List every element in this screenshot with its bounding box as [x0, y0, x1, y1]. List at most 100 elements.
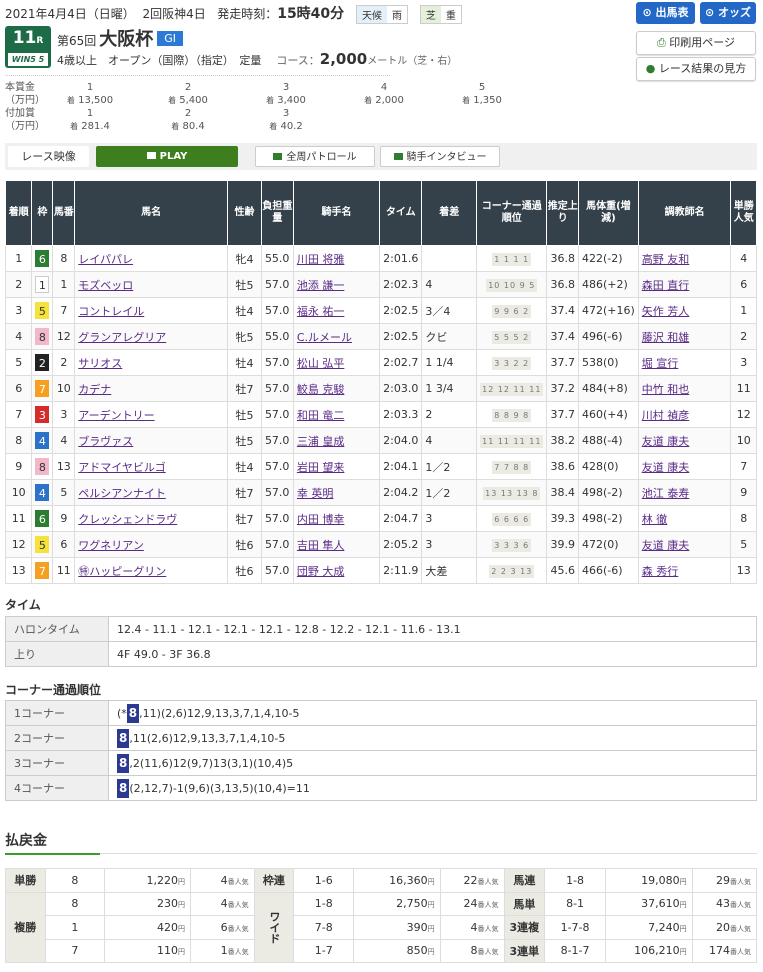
- trainer-link[interactable]: 川村 禎彦: [641, 408, 690, 422]
- corner-section-title: コーナー通過順位: [5, 683, 102, 697]
- payout-amount: 7,240円: [604, 915, 693, 940]
- cell-last3f: 37.4: [546, 323, 579, 350]
- jockey-link[interactable]: C.ルメール: [296, 330, 353, 344]
- cell-body-weight: 460(+4): [577, 401, 639, 428]
- popularity-value: 4: [220, 897, 228, 911]
- payout-popularity: 43番人気: [691, 891, 758, 916]
- corner-positions: 12 12 11 11: [480, 382, 544, 396]
- payout-combo: 1-8: [544, 868, 606, 893]
- print-page-button[interactable]: ⎙ 印刷用ページ: [636, 31, 756, 55]
- jockey-link[interactable]: 団野 大成: [296, 564, 345, 578]
- play-button[interactable]: PLAY: [96, 146, 238, 167]
- corner-row: 3コーナー 8,2(11,6)12(9,7)13(3,1)(10,4)5: [5, 750, 757, 776]
- weather-value: 雨: [392, 11, 402, 22]
- result-row: 5 2 2 サリオス 牡4 57.0 松山 弘平 2:02.7 1 1/4 3 3 2 2 37.7…: [4, 349, 757, 376]
- cell-number: 7: [52, 297, 76, 324]
- horse-link[interactable]: グランアレグリア: [78, 330, 167, 344]
- cell-popularity: 12: [730, 401, 757, 428]
- jockey-link[interactable]: 福永 祐一: [296, 304, 345, 318]
- horse-link[interactable]: レイパパレ: [78, 252, 134, 266]
- jockey-link[interactable]: 川田 将雅: [296, 252, 345, 266]
- corner-row: 1コーナー (* 8,11)(2,6)12,9,13,3,7,1,4,10-5: [5, 700, 757, 726]
- jockey-link[interactable]: 吉田 隼人: [296, 538, 345, 552]
- payout-amount: 19,080円: [604, 868, 693, 893]
- cell-body-weight: 496(-6): [577, 323, 639, 350]
- race-video-bar: レース映像 PLAY 全周パトロール 騎手インタビュー: [5, 143, 757, 170]
- horse-link[interactable]: コントレイル: [78, 304, 145, 318]
- cell-popularity: 6: [730, 271, 757, 298]
- meeting: 2回阪神4日: [142, 7, 206, 21]
- jockey-link[interactable]: 池添 謙一: [296, 278, 345, 292]
- cell-trainer: 矢作 芳人: [637, 297, 732, 324]
- cell-horse: コントレイル: [74, 297, 228, 324]
- payout-popularity: 4番人気: [190, 868, 255, 893]
- cell-body-weight: 472(0): [577, 531, 639, 558]
- trainer-link[interactable]: 藤沢 和雄: [641, 330, 690, 344]
- result-guide-button[interactable]: ● レース結果の見方: [636, 57, 756, 81]
- prize-unit: 着: [168, 96, 177, 105]
- jockey-interview-button[interactable]: 騎手インタビュー: [380, 146, 500, 167]
- trainer-link[interactable]: 池江 泰寿: [641, 486, 690, 500]
- odds-button[interactable]: ⊙ オッズ: [700, 2, 756, 24]
- header-jockey: 騎手名: [292, 180, 381, 246]
- trainer-link[interactable]: 中竹 和也: [641, 382, 690, 396]
- prize-rank: 3: [282, 82, 290, 93]
- trainer-link[interactable]: 堀 宣行: [641, 356, 679, 370]
- prize-rank: 2: [184, 108, 192, 119]
- cell-popularity: 1: [730, 297, 757, 324]
- cell-trainer: 友道 康夫: [637, 453, 732, 480]
- race-conditions: 4歳以上 オープン（国際）（指定） 定量 コース：2,000メートル（芝・右）: [57, 50, 457, 68]
- cell-time: 2:04.2: [379, 479, 423, 506]
- trainer-link[interactable]: 林 徹: [641, 512, 668, 526]
- patrol-video-button[interactable]: 全周パトロール: [255, 146, 375, 167]
- bet-type-label: 3連複: [503, 915, 546, 940]
- cell-time: 2:03.0: [379, 375, 423, 402]
- jockey-link[interactable]: 鮫島 克駿: [296, 382, 345, 396]
- jockey-link[interactable]: 内田 博幸: [296, 512, 345, 526]
- header-time: タイム: [379, 180, 423, 246]
- corner-order: (2,12,7)-1(9,6)(3,13,5)(10,4)=11: [129, 781, 310, 795]
- trainer-link[interactable]: 高野 友和: [641, 252, 690, 266]
- trainer-link[interactable]: 友道 康夫: [641, 434, 690, 448]
- horse-link[interactable]: クレッシェンドラヴ: [78, 512, 178, 526]
- corner-value: 8,2(11,6)12(9,7)13(3,1)(10,4)5: [108, 750, 757, 776]
- payout-combo: 8-1-7: [544, 938, 606, 963]
- bet-type-label: 枠連: [253, 868, 295, 893]
- trainer-link[interactable]: 友道 康夫: [641, 538, 690, 552]
- cell-time: 2:04.7: [379, 505, 423, 532]
- jockey-link[interactable]: 和田 竜二: [296, 408, 345, 422]
- payout-popularity: 24番人気: [439, 891, 505, 916]
- horse-link[interactable]: アドマイヤビルゴ: [78, 460, 166, 474]
- popularity-unit: 番人気: [477, 901, 499, 910]
- horse-link[interactable]: ㊕ハッピーグリン: [78, 564, 167, 578]
- horse-link[interactable]: ブラヴァス: [78, 434, 134, 448]
- guide-label: レース結果の見方: [658, 62, 747, 75]
- jockey-link[interactable]: 岩田 望来: [296, 460, 345, 474]
- trainer-link[interactable]: 森 秀行: [641, 564, 679, 578]
- horse-link[interactable]: ワグネリアン: [78, 538, 144, 552]
- trainer-link[interactable]: 森田 直行: [641, 278, 690, 292]
- horse-link[interactable]: サリオス: [78, 356, 123, 370]
- cell-jockey: 福永 祐一: [292, 297, 381, 324]
- cell-frame: 6: [31, 245, 54, 272]
- bet-type-label: ワイド: [253, 891, 295, 963]
- payout-combo: 1: [44, 915, 106, 940]
- trainer-link[interactable]: 友道 康夫: [641, 460, 690, 474]
- prize-rank: 4: [380, 82, 388, 93]
- horse-link[interactable]: カデナ: [78, 382, 112, 396]
- jockey-link[interactable]: 幸 英明: [296, 486, 334, 500]
- horse-link[interactable]: モズベッロ: [78, 278, 134, 292]
- jockey-link[interactable]: 三浦 皇成: [296, 434, 345, 448]
- time-key: ハロンタイム: [5, 616, 109, 642]
- popularity-unit: 番人気: [227, 901, 249, 910]
- entries-button[interactable]: ⊙ 出馬表: [636, 2, 695, 24]
- corner-value: 8,11(2,6)12,9,13,3,7,1,4,10-5: [108, 725, 757, 751]
- bet-type-label: 複勝: [5, 891, 46, 963]
- trainer-link[interactable]: 矢作 芳人: [641, 304, 690, 318]
- cell-sex-age: 牡6: [226, 531, 262, 558]
- corner-prefix: (*: [117, 706, 127, 720]
- jockey-link[interactable]: 松山 弘平: [296, 356, 345, 370]
- payout-combo: 1-7: [293, 938, 355, 963]
- horse-link[interactable]: ペルシアンナイト: [78, 486, 166, 500]
- horse-link[interactable]: アーデントリー: [78, 408, 155, 422]
